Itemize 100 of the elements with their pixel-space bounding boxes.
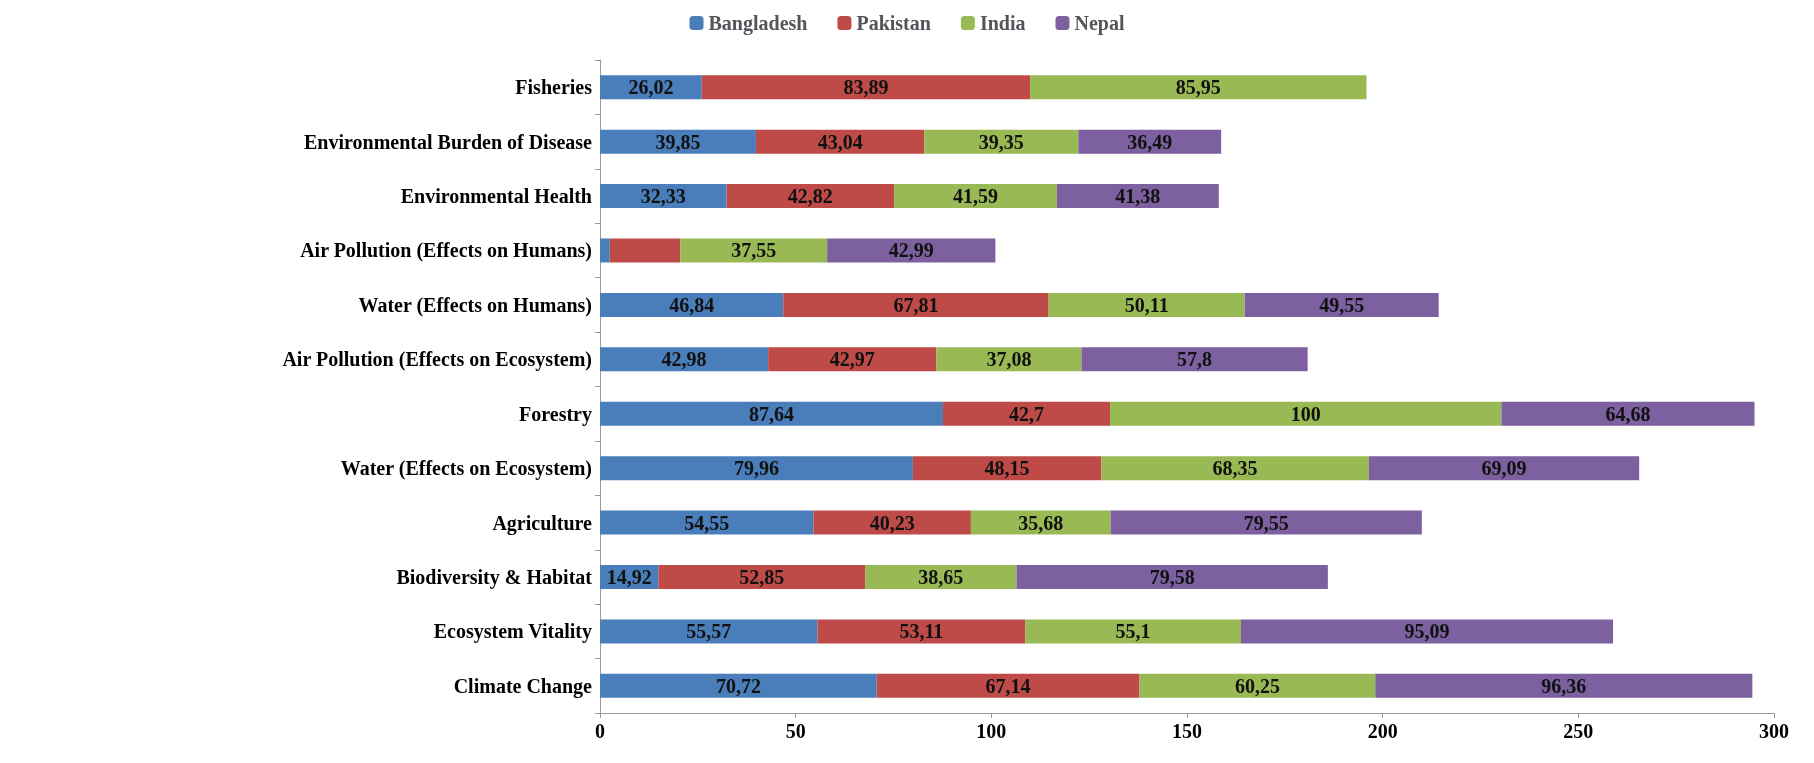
bar (1139, 673, 1376, 698)
data-label: 42,99 (888, 239, 934, 262)
data-label: 54,55 (684, 511, 730, 534)
bar (1025, 619, 1241, 644)
bar (1030, 75, 1367, 100)
data-label: 55,57 (686, 620, 732, 643)
bar (924, 129, 1079, 154)
data-label: 83,89 (843, 76, 889, 99)
data-label: 37,08 (986, 348, 1032, 371)
data-label: 100 (1290, 402, 1321, 425)
data-label: 42,82 (787, 185, 833, 208)
bar (600, 238, 610, 263)
bar (680, 238, 828, 263)
bar (726, 184, 895, 209)
x-tick-label: 0 (595, 720, 605, 742)
bar (1375, 673, 1753, 698)
data-label: 26,02 (628, 76, 674, 99)
x-tick-label: 200 (1367, 720, 1398, 742)
data-label: 85,95 (1175, 76, 1221, 99)
data-label: 36,49 (1127, 130, 1173, 153)
y-tick-label: Fisheries (515, 76, 593, 99)
data-label: 55,1 (1115, 620, 1151, 643)
y-tick-label: Environmental Health (400, 185, 592, 208)
x-tick-label: 300 (1759, 720, 1789, 742)
data-label: 41,59 (952, 185, 998, 208)
data-label: 79,55 (1243, 511, 1289, 534)
bar (755, 129, 925, 154)
bar (894, 184, 1057, 209)
data-label: 50,11 (1124, 293, 1169, 316)
y-tick-label: Biodiversity & Habitat (396, 565, 593, 589)
y-tick-label: Climate Change (453, 674, 593, 698)
bar (600, 510, 814, 535)
data-label: 67,14 (985, 674, 1031, 697)
data-label: 35,68 (1018, 511, 1064, 534)
data-label: 42,97 (829, 348, 875, 371)
data-label: 46,84 (669, 293, 715, 316)
data-label: 64,68 (1605, 402, 1651, 425)
data-label: 70,72 (715, 674, 761, 697)
bar (600, 401, 943, 426)
data-label: 57,8 (1177, 348, 1213, 371)
data-label: 42,7 (1009, 402, 1045, 425)
legend-label: India (979, 12, 1026, 34)
data-label: 53,11 (899, 620, 944, 643)
bar (1110, 401, 1502, 426)
bar (1048, 292, 1245, 317)
bar (1501, 401, 1755, 426)
data-label: 79,58 (1149, 565, 1195, 588)
bar (1240, 619, 1614, 644)
x-tick-label: 50 (785, 720, 806, 742)
data-label: 40,23 (869, 511, 915, 534)
bar (600, 347, 769, 372)
bar (813, 510, 971, 535)
data-label: 87,64 (748, 402, 794, 425)
y-tick-label: Ecosystem Vitality (433, 620, 592, 644)
x-tick-label: 150 (1172, 720, 1202, 742)
bar (1368, 456, 1640, 481)
data-label: 48,15 (984, 457, 1030, 480)
data-label: 79,96 (733, 457, 779, 480)
data-label: 68,35 (1212, 457, 1258, 480)
bar (701, 75, 1031, 100)
bar (1081, 347, 1308, 372)
legend-label: Pakistan (856, 12, 931, 34)
data-label: 39,85 (655, 130, 701, 153)
bar (600, 619, 818, 644)
data-label: 67,81 (893, 293, 939, 316)
data-label: 43,04 (817, 130, 863, 153)
data-label: 69,09 (1481, 457, 1527, 480)
bar (876, 673, 1140, 698)
bar (600, 456, 913, 481)
bar (600, 673, 877, 698)
bar (1056, 184, 1219, 209)
bar (783, 292, 1049, 317)
bar (827, 238, 996, 263)
data-label: 60,25 (1234, 674, 1280, 697)
y-tick-label: Air Pollution (Effects on Humans) (300, 239, 592, 263)
x-tick-label: 100 (976, 720, 1007, 742)
bar (1016, 564, 1328, 589)
legend-label: Bangladesh (708, 12, 808, 35)
data-label: 38,65 (918, 565, 964, 588)
bar (817, 619, 1026, 644)
x-tick-label: 250 (1563, 720, 1594, 742)
data-label: 52,85 (739, 565, 785, 588)
bar (912, 456, 1102, 481)
y-tick-label: Water (Effects on Humans) (358, 293, 592, 317)
data-label: 39,35 (978, 130, 1024, 153)
data-label: 95,09 (1404, 620, 1450, 643)
y-tick-label: Air Pollution (Effects on Ecosystem) (282, 348, 592, 372)
bar (942, 401, 1111, 426)
bar (609, 238, 681, 263)
y-tick-label: Environmental Burden of Disease (304, 130, 593, 153)
bar (1101, 456, 1369, 481)
data-label: 37,55 (731, 239, 777, 262)
data-label: 32,33 (640, 185, 686, 208)
y-tick-label: Water (Effects on Ecosystem) (340, 457, 592, 481)
data-label: 49,55 (1319, 293, 1365, 316)
data-label: 96,36 (1541, 674, 1587, 697)
bar (1110, 510, 1422, 535)
data-label: 41,38 (1115, 185, 1161, 208)
bar (1244, 292, 1439, 317)
legend-label: Nepal (1074, 12, 1125, 35)
